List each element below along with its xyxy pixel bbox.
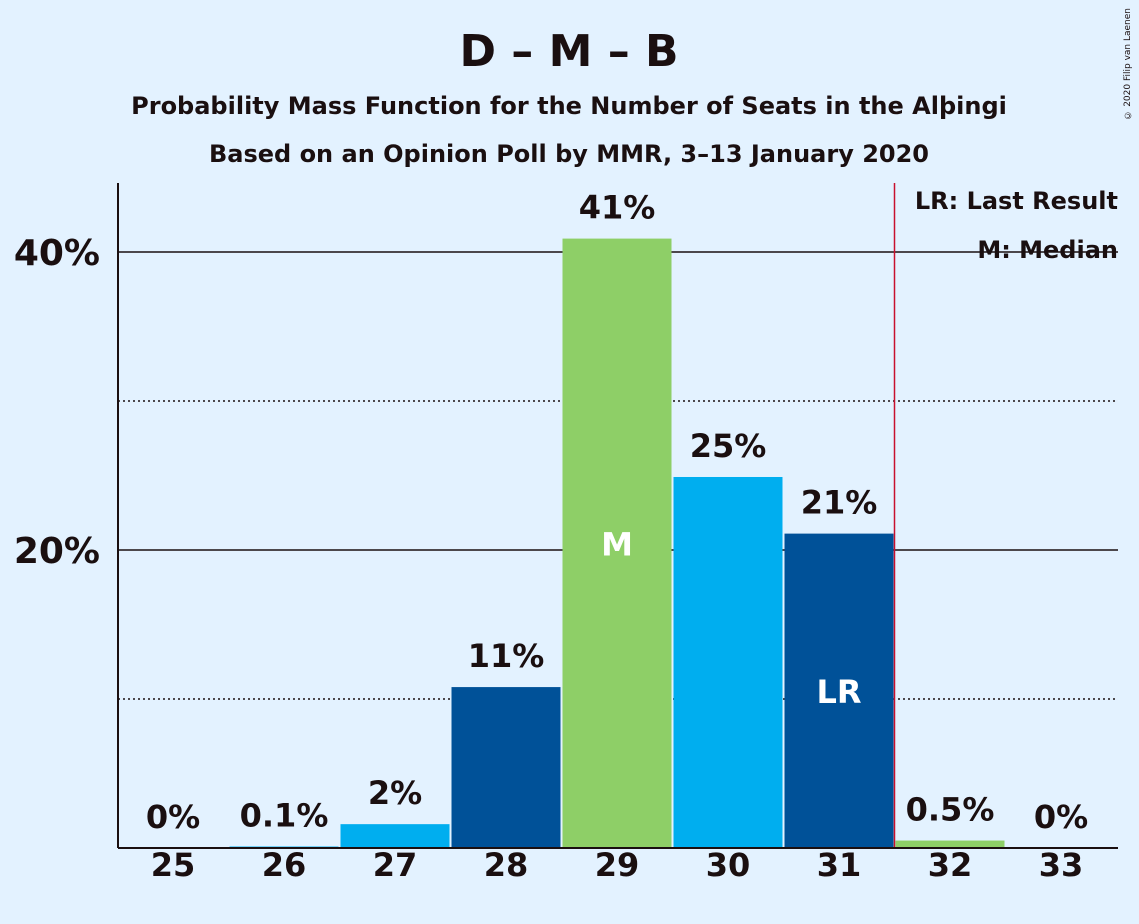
x-tick-label: 31 xyxy=(817,846,862,884)
x-tick-label: 26 xyxy=(262,846,307,884)
bar-31 xyxy=(784,533,894,848)
bar-29 xyxy=(562,238,672,849)
bar-30 xyxy=(673,476,783,848)
data-label-27: 2% xyxy=(368,774,422,812)
x-tick-label: 33 xyxy=(1039,846,1084,884)
data-label-31: 21% xyxy=(801,484,878,522)
y-tick-label: 40% xyxy=(14,233,100,274)
inbar-label-31: LR xyxy=(816,673,861,711)
x-tick-label: 25 xyxy=(151,846,196,884)
bar-28 xyxy=(451,687,561,848)
data-label-29: 41% xyxy=(579,189,656,227)
chart-subtitle: Probability Mass Function for the Number… xyxy=(131,92,1007,120)
legend-last-result: LR: Last Result xyxy=(915,187,1118,215)
chart-subtitle-2: Based on an Opinion Poll by MMR, 3–13 Ja… xyxy=(209,140,929,168)
legend-median: M: Median xyxy=(977,236,1118,264)
x-tick-label: 28 xyxy=(484,846,529,884)
data-label-26: 0.1% xyxy=(240,797,329,835)
data-label-28: 11% xyxy=(468,637,545,675)
axes: 20% 40% 25 26 27 28 29 30 31 32 33 xyxy=(14,183,1118,884)
x-tick-label: 30 xyxy=(706,846,751,884)
y-tick-label: 20% xyxy=(14,531,100,572)
data-label-25: 0% xyxy=(146,798,200,836)
x-tick-label: 27 xyxy=(373,846,418,884)
chart-title: D – M – B xyxy=(459,26,678,77)
copyright-note: © 2020 Filip van Laenen xyxy=(1123,8,1133,120)
data-label-33: 0% xyxy=(1034,798,1088,836)
x-tick-label: 32 xyxy=(928,846,973,884)
data-label-32: 0.5% xyxy=(906,791,995,829)
bar-27 xyxy=(340,824,450,848)
bar-32 xyxy=(895,840,1005,848)
x-tick-label: 29 xyxy=(595,846,640,884)
data-label-30: 25% xyxy=(690,427,767,465)
inbar-label-29: M xyxy=(601,525,633,563)
bars: 0% 0.1% 2% 11% 41% M 25% 21% LR 0.5% 0% xyxy=(146,189,1088,849)
